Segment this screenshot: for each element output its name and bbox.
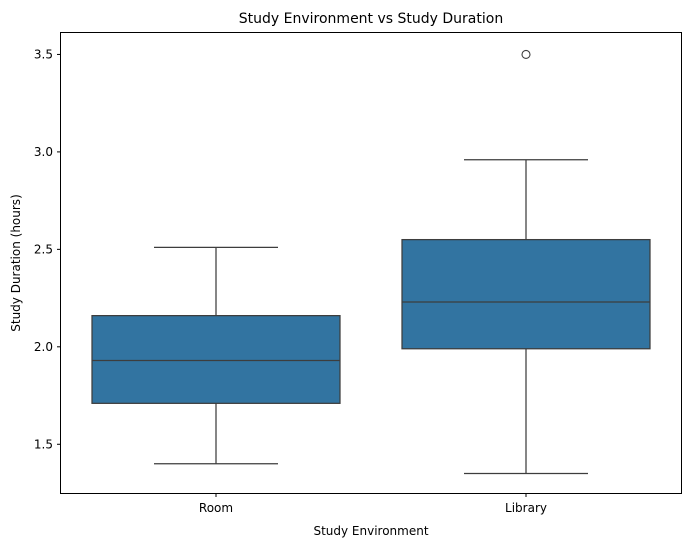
plot-frame [60, 32, 682, 494]
x-tick-label: Room [199, 501, 233, 515]
plot-area [91, 49, 651, 475]
x-axis: Room Library [199, 493, 547, 515]
outlier-point [521, 49, 531, 59]
y-tick-label: 2.5 [34, 242, 53, 256]
y-axis: 1.5 2.0 2.5 3.0 3.5 [34, 47, 61, 451]
chart-title: Study Environment vs Study Duration [239, 11, 503, 27]
y-tick-label: 2.0 [34, 340, 53, 354]
y-tick-label: 1.5 [34, 437, 53, 451]
y-axis-label: Study Duration (hours) [9, 194, 23, 332]
box-library [401, 49, 651, 475]
y-tick-label: 3.5 [34, 47, 53, 61]
y-tick-label: 3.0 [34, 145, 53, 159]
x-tick-label: Library [505, 501, 547, 515]
x-axis-label: Study Environment [313, 524, 428, 538]
box-body [91, 315, 341, 404]
box-body [401, 238, 651, 350]
box-room [91, 246, 341, 465]
